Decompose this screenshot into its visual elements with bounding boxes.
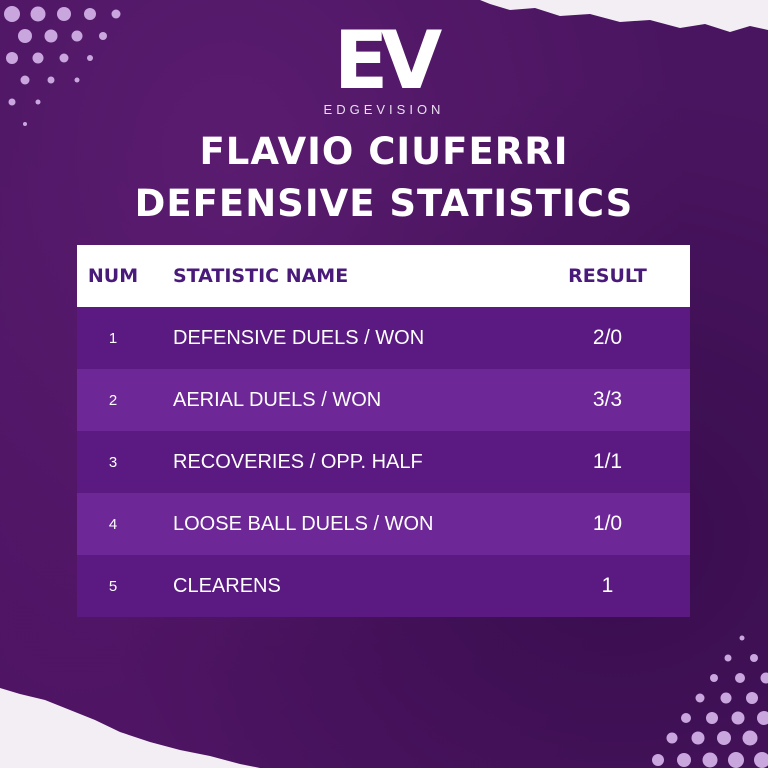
table-row: 3 RECOVERIES / OPP. HALF 1/1: [77, 431, 690, 493]
row-statistic-name: AERIAL DUELS / WON: [173, 388, 382, 411]
player-name-title: FLAVIO CIUFERRI: [199, 130, 569, 173]
row-statistic-name: RECOVERIES / OPP. HALF: [173, 450, 423, 473]
brand-mark: EV: [333, 14, 443, 107]
row-result: 1/0: [592, 512, 623, 535]
torn-paper-bottom-left: [0, 688, 260, 768]
row-num: 1: [108, 329, 118, 347]
brand-logo: EV EDGEVISION: [0, 14, 768, 118]
header-result: RESULT: [568, 265, 647, 287]
table-row: 4 LOOSE BALL DUELS / WON 1/0: [77, 493, 690, 555]
brand-name: EDGEVISION: [323, 102, 445, 117]
row-num: 3: [108, 453, 118, 471]
row-statistic-name: CLEARENS: [173, 574, 281, 597]
row-statistic-name: LOOSE BALL DUELS / WON: [173, 512, 434, 535]
statistics-table: NUM STATISTIC NAME RESULT 1 DEFENSIVE DU…: [77, 245, 690, 617]
row-result: 3/3: [592, 388, 623, 411]
row-num: 2: [108, 391, 118, 409]
row-num: 4: [108, 515, 118, 533]
header-num: NUM: [87, 265, 139, 287]
row-num: 5: [108, 577, 118, 595]
row-result: 1/1: [592, 450, 623, 473]
table-row: 1 DEFENSIVE DUELS / WON 2/0: [77, 307, 690, 369]
table-header: NUM STATISTIC NAME RESULT: [77, 245, 690, 307]
table-row: 2 AERIAL DUELS / WON 3/3: [77, 369, 690, 431]
row-result: 2/0: [592, 326, 623, 349]
row-result: 1: [601, 574, 614, 597]
table-row: 5 CLEARENS 1: [77, 555, 690, 617]
halftone-dots-bottom-right: [652, 635, 768, 768]
table-body: 1 DEFENSIVE DUELS / WON 2/0 2 AERIAL DUE…: [77, 307, 690, 617]
row-statistic-name: DEFENSIVE DUELS / WON: [173, 326, 425, 349]
header-statistic-name: STATISTIC NAME: [173, 265, 349, 287]
page-subtitle: DEFENSIVE STATISTICS: [134, 182, 634, 225]
